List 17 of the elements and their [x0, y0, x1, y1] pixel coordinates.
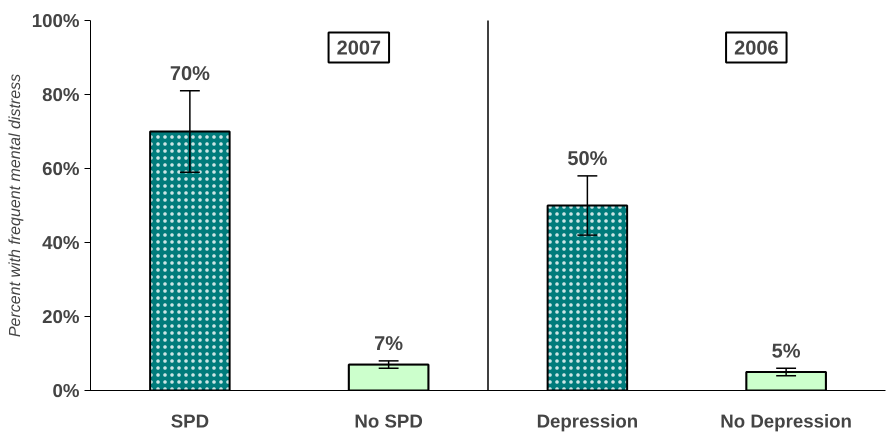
x-tick-label: No SPD — [354, 410, 423, 432]
y-tick-label: 100% — [32, 10, 80, 31]
y-axis-title: Percent with frequent mental distress — [6, 74, 24, 338]
y-tick-label: 60% — [42, 158, 80, 179]
y-tick-label: 80% — [42, 84, 80, 105]
y-tick-label: 20% — [42, 306, 80, 327]
data-label: 70% — [170, 62, 210, 85]
annotation: 2007 — [336, 38, 382, 60]
x-tick-label: SPD — [170, 410, 210, 432]
data-label: 7% — [374, 332, 404, 355]
y-tick-label: 40% — [42, 232, 80, 253]
data-label: 50% — [567, 148, 608, 170]
x-tick-label: Depression — [536, 410, 638, 432]
y-tick-label: 0% — [52, 380, 80, 401]
x-tick-label: No Depression — [720, 410, 852, 432]
data-label: 5% — [772, 340, 801, 362]
annotation: 2006 — [734, 38, 779, 60]
